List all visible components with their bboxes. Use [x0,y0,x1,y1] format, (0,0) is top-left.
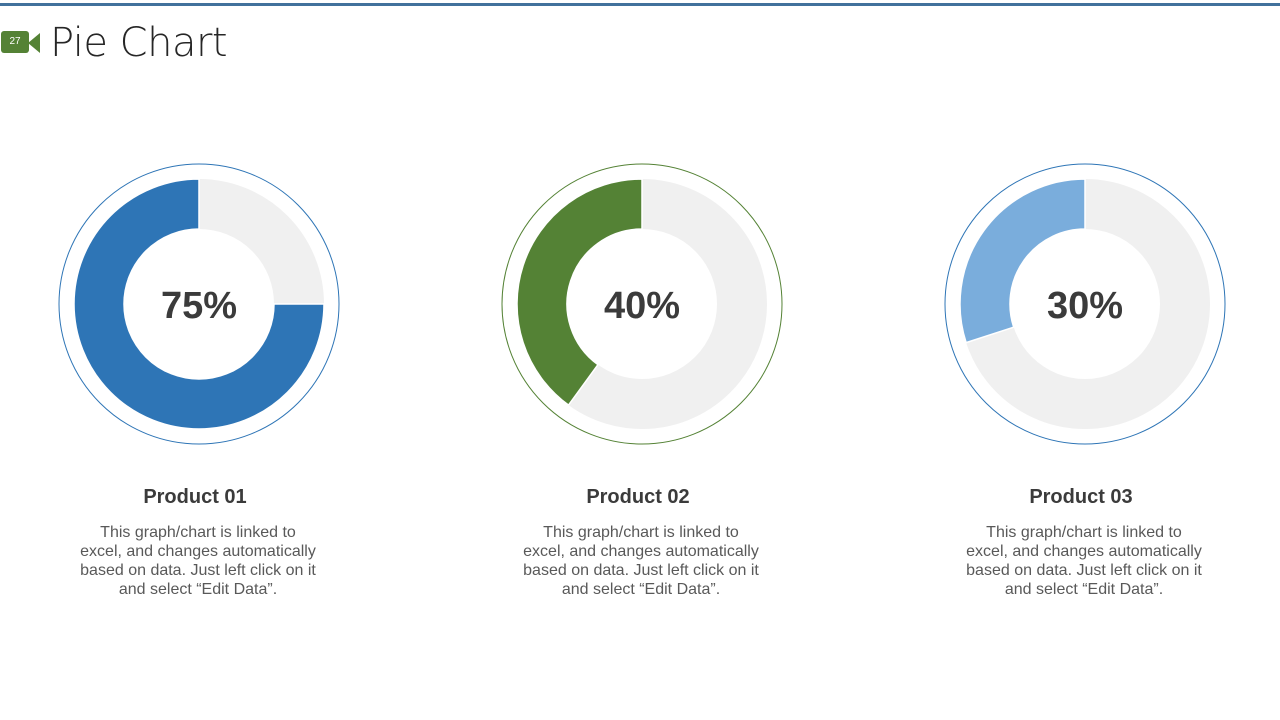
description-line: and select “Edit Data”. [1004,581,1164,598]
description-line: and select “Edit Data”. [118,581,278,598]
donut-value-label-2: 40% [604,285,680,327]
slide-number: 27 [1,31,29,53]
description-line: excel, and changes automatically [80,543,316,560]
product-description-2: This graph/chart is linked to excel, and… [516,523,766,599]
page-title: Pie Chart [50,20,228,66]
description-line: excel, and changes automatically [523,543,759,560]
donut-value-label-1: 75% [161,285,237,327]
donut-slice-3 [959,178,1086,344]
description-line: excel, and changes automatically [966,543,1202,560]
top-rule [0,3,1280,6]
donut-slice-2 [516,178,643,407]
slide-number-badge: 27 [1,31,41,55]
donut-chart-2: 40% [501,163,783,445]
product-title-3: Product 03 [1029,486,1133,508]
product-title-1: Product 01 [143,486,247,508]
product-description-3: This graph/chart is linked to excel, and… [959,523,1209,599]
description-line: and select “Edit Data”. [561,581,721,598]
product-description-1: This graph/chart is linked to excel, and… [73,523,323,599]
donut-chart-1: 75% [58,163,340,445]
donut-value-label-3: 30% [1047,285,1123,327]
donut-chart-3: 30% [944,163,1226,445]
description-line: This graph/chart is linked to [543,524,739,541]
description-line: based on data. Just left click on it [80,562,316,579]
description-line: This graph/chart is linked to [986,524,1182,541]
description-line: This graph/chart is linked to [100,524,296,541]
camera-icon [28,33,40,53]
description-line: based on data. Just left click on it [966,562,1202,579]
product-title-2: Product 02 [586,486,690,508]
description-line: based on data. Just left click on it [523,562,759,579]
donut-slice-1 [73,178,325,430]
